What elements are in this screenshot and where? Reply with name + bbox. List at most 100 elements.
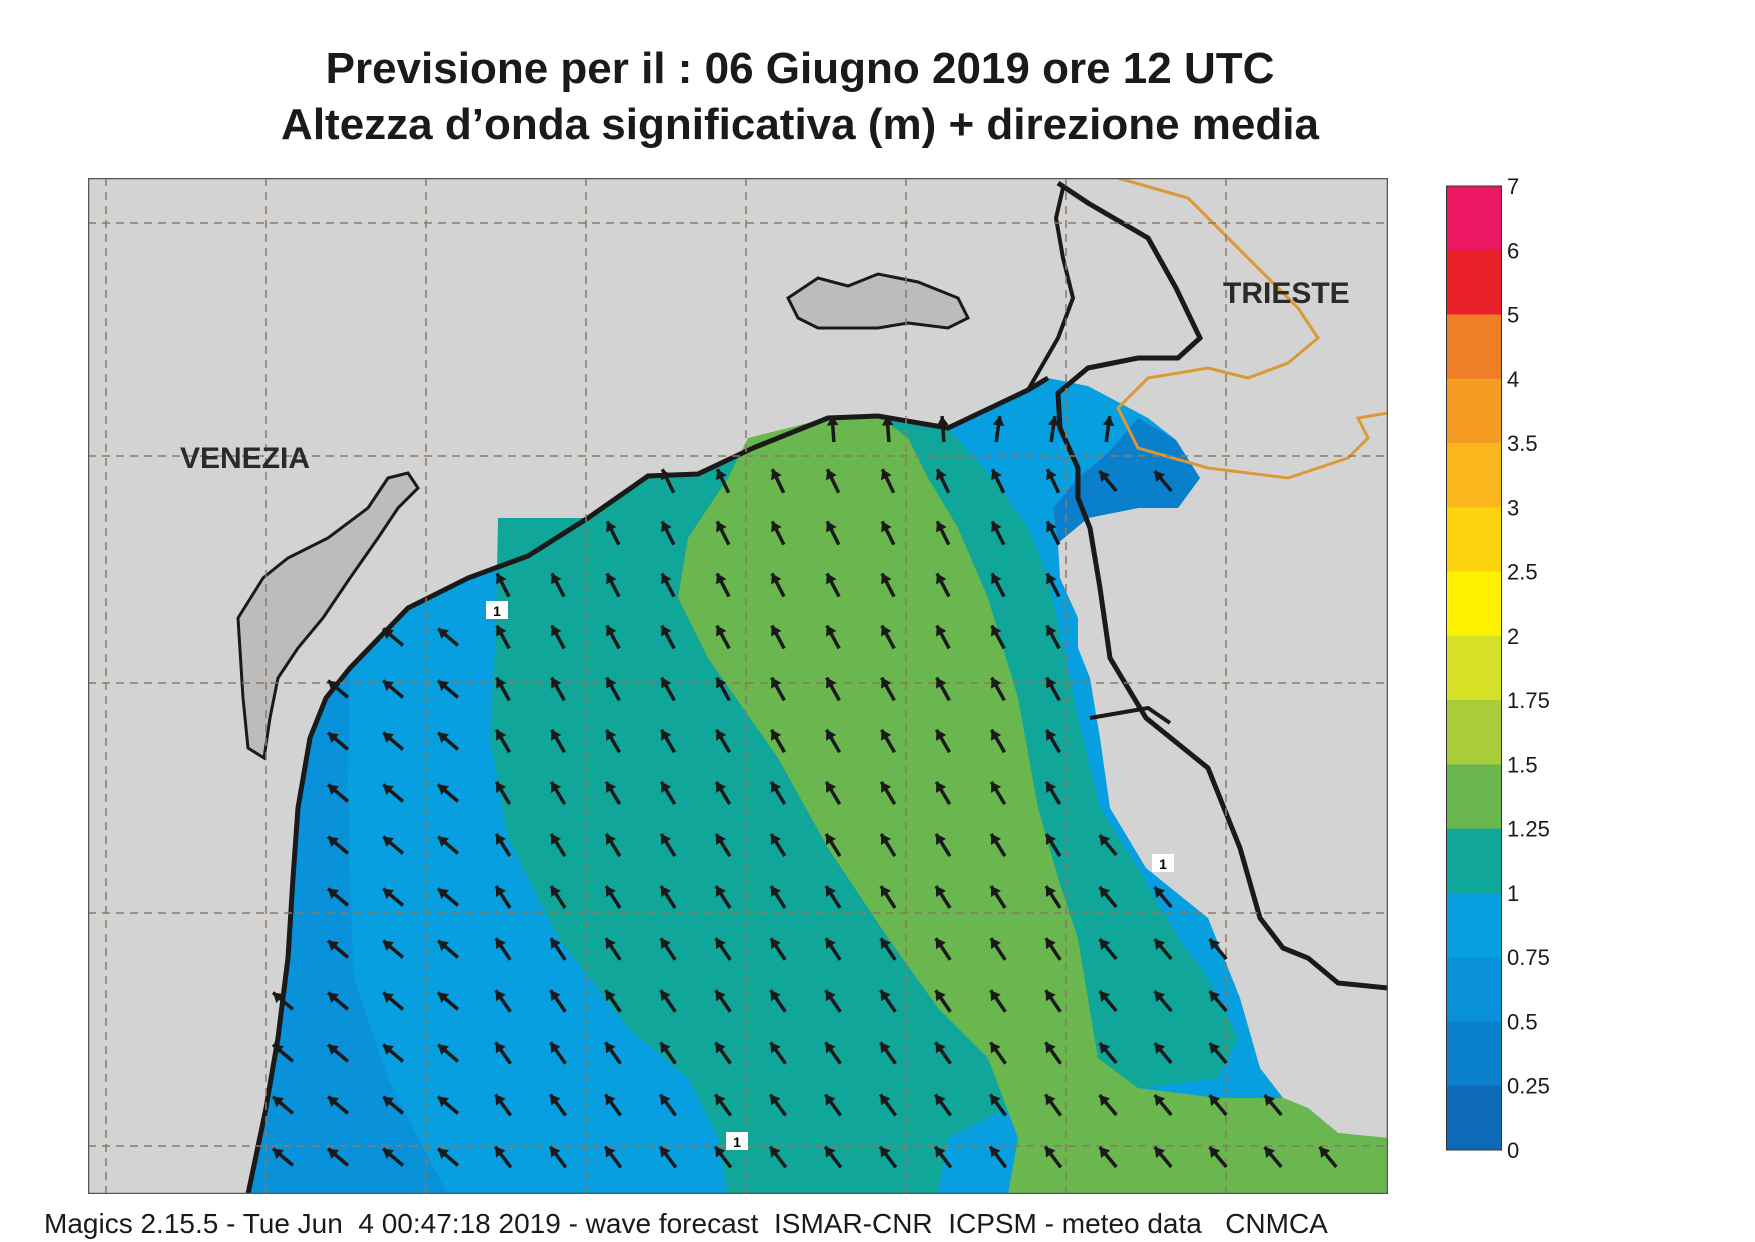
wave-arrow-head (880, 1042, 891, 1054)
wave-arrow-head (990, 886, 1001, 898)
lagoon-north (786, 272, 971, 330)
legend-swatch (1446, 892, 1501, 958)
legend-tick-label: 1.25 (1507, 817, 1550, 842)
wave-arrow-head (495, 1094, 506, 1106)
wave-arrow-head (496, 625, 507, 637)
wave-arrow-head (438, 784, 449, 796)
wave-arrow-head (550, 1146, 561, 1158)
legend-swatch (1446, 186, 1501, 251)
wave-arrow-head (826, 416, 839, 426)
east-inlet (1089, 705, 1172, 725)
wave-arrow-head (936, 781, 947, 793)
wave-arrow-head (936, 521, 947, 533)
wave-arrow-head (881, 416, 894, 426)
wave-arrow-head (881, 677, 892, 689)
wave-arrow-head (383, 784, 394, 796)
wave-arrow-head (605, 990, 616, 1002)
wave-arrow-head (495, 938, 506, 950)
wave-arrow-head (1099, 939, 1111, 950)
wave-arrow-head (438, 888, 449, 900)
legend-tick-label: 2.5 (1507, 560, 1538, 585)
svg-text:1: 1 (1159, 856, 1167, 872)
wave-arrow-head (273, 1148, 284, 1160)
wave-arrow-head (328, 992, 339, 1004)
wave-arrow-head (770, 990, 781, 1002)
wave-arrow-head (935, 1146, 946, 1158)
wave-arrow-head (825, 990, 836, 1002)
wave-arrow-head (550, 1094, 561, 1106)
wave-arrow-head (661, 469, 672, 481)
wave-arrow-head (1154, 471, 1166, 482)
wave-arrow-head (936, 729, 947, 741)
wave-arrow-head (770, 1094, 781, 1106)
wave-arrow-head (991, 469, 1002, 481)
wave-arrow-head (438, 1096, 449, 1108)
wave-arrow-head (715, 1094, 726, 1106)
wave-arrow-head (991, 729, 1002, 741)
wave-arrow-head (716, 625, 727, 637)
legend-swatch (1446, 764, 1501, 830)
legend-tick-label: 0.5 (1507, 1009, 1538, 1034)
wave-arrow-head (880, 1146, 891, 1158)
wave-arrow-head (660, 1042, 671, 1054)
wave-arrow-head (990, 1042, 1001, 1054)
wave-arrow-head (716, 469, 727, 481)
wave-arrow-head (1046, 677, 1057, 689)
legend-swatch (1446, 250, 1501, 316)
wave-arrow-head (328, 732, 339, 744)
wave-arrow-head (660, 938, 671, 950)
wave-arrow-head (881, 573, 892, 585)
lagoon (236, 471, 420, 761)
wave-arrow-head (328, 680, 339, 692)
wave-arrow-head (438, 680, 449, 692)
wave-arrow-head (495, 1042, 506, 1054)
wave-arrow-head (881, 729, 892, 741)
wave-arrow-head (990, 990, 1001, 1002)
wave-arrow-head (383, 888, 394, 900)
wave-arrow-head (496, 729, 507, 741)
wave-arrow-head (1209, 939, 1221, 950)
wave-arrow-head (770, 1042, 781, 1054)
wave-arrow-head (1045, 1042, 1056, 1054)
city-label-trieste: TRIESTE (1223, 277, 1350, 310)
wave-arrow-head (438, 732, 449, 744)
wave-arrow-head (1264, 1147, 1276, 1158)
wave-arrow-head (661, 833, 672, 845)
legend-tick-label: 2 (1507, 624, 1519, 649)
wave-arrow-head (991, 781, 1002, 793)
svg-text:1: 1 (493, 603, 501, 619)
wave-arrow-head (716, 833, 727, 845)
wave-arrow-head (935, 990, 946, 1002)
wave-arrow-head (991, 573, 1002, 585)
legend-tick-label: 3 (1507, 495, 1519, 520)
wave-arrow-head (273, 1044, 284, 1056)
footer-credits: Magics 2.15.5 - Tue Jun 4 00:47:18 2019 … (44, 1208, 1328, 1239)
wave-arrow-head (825, 1042, 836, 1054)
wave-arrow-head (715, 1146, 726, 1158)
wave-arrow-head (1209, 1147, 1221, 1158)
wave-arrow-head (1099, 471, 1111, 482)
wave-arrow-head (1046, 833, 1057, 845)
wave-arrow-head (771, 625, 782, 637)
wave-arrow-head (550, 886, 561, 898)
wave-arrow-head (1045, 1094, 1056, 1106)
wave-arrow-head (496, 677, 507, 689)
legend-tick-label: 0.75 (1507, 945, 1550, 970)
wave-arrow-head (606, 833, 617, 845)
wave-arrow-head (771, 833, 782, 845)
wave-arrow-head (881, 833, 892, 845)
wave-arrow-head (935, 886, 946, 898)
legend-tick-label: 7 (1507, 178, 1519, 199)
legend-tick-label: 0.25 (1507, 1074, 1550, 1099)
wave-arrow-head (550, 1042, 561, 1054)
wave-arrow-head (551, 833, 562, 845)
wave-arrow-head (383, 1096, 394, 1108)
wave-arrow-head (826, 833, 837, 845)
coastline-west (245, 375, 1050, 1194)
sea-125-15-zone (678, 416, 1388, 1194)
wave-arrow-head (1046, 469, 1057, 481)
wave-arrow-head (383, 836, 394, 848)
wave-arrow-head (716, 729, 727, 741)
contour-label-2: 1 (1152, 854, 1174, 872)
wave-arrow-head (328, 1148, 339, 1160)
